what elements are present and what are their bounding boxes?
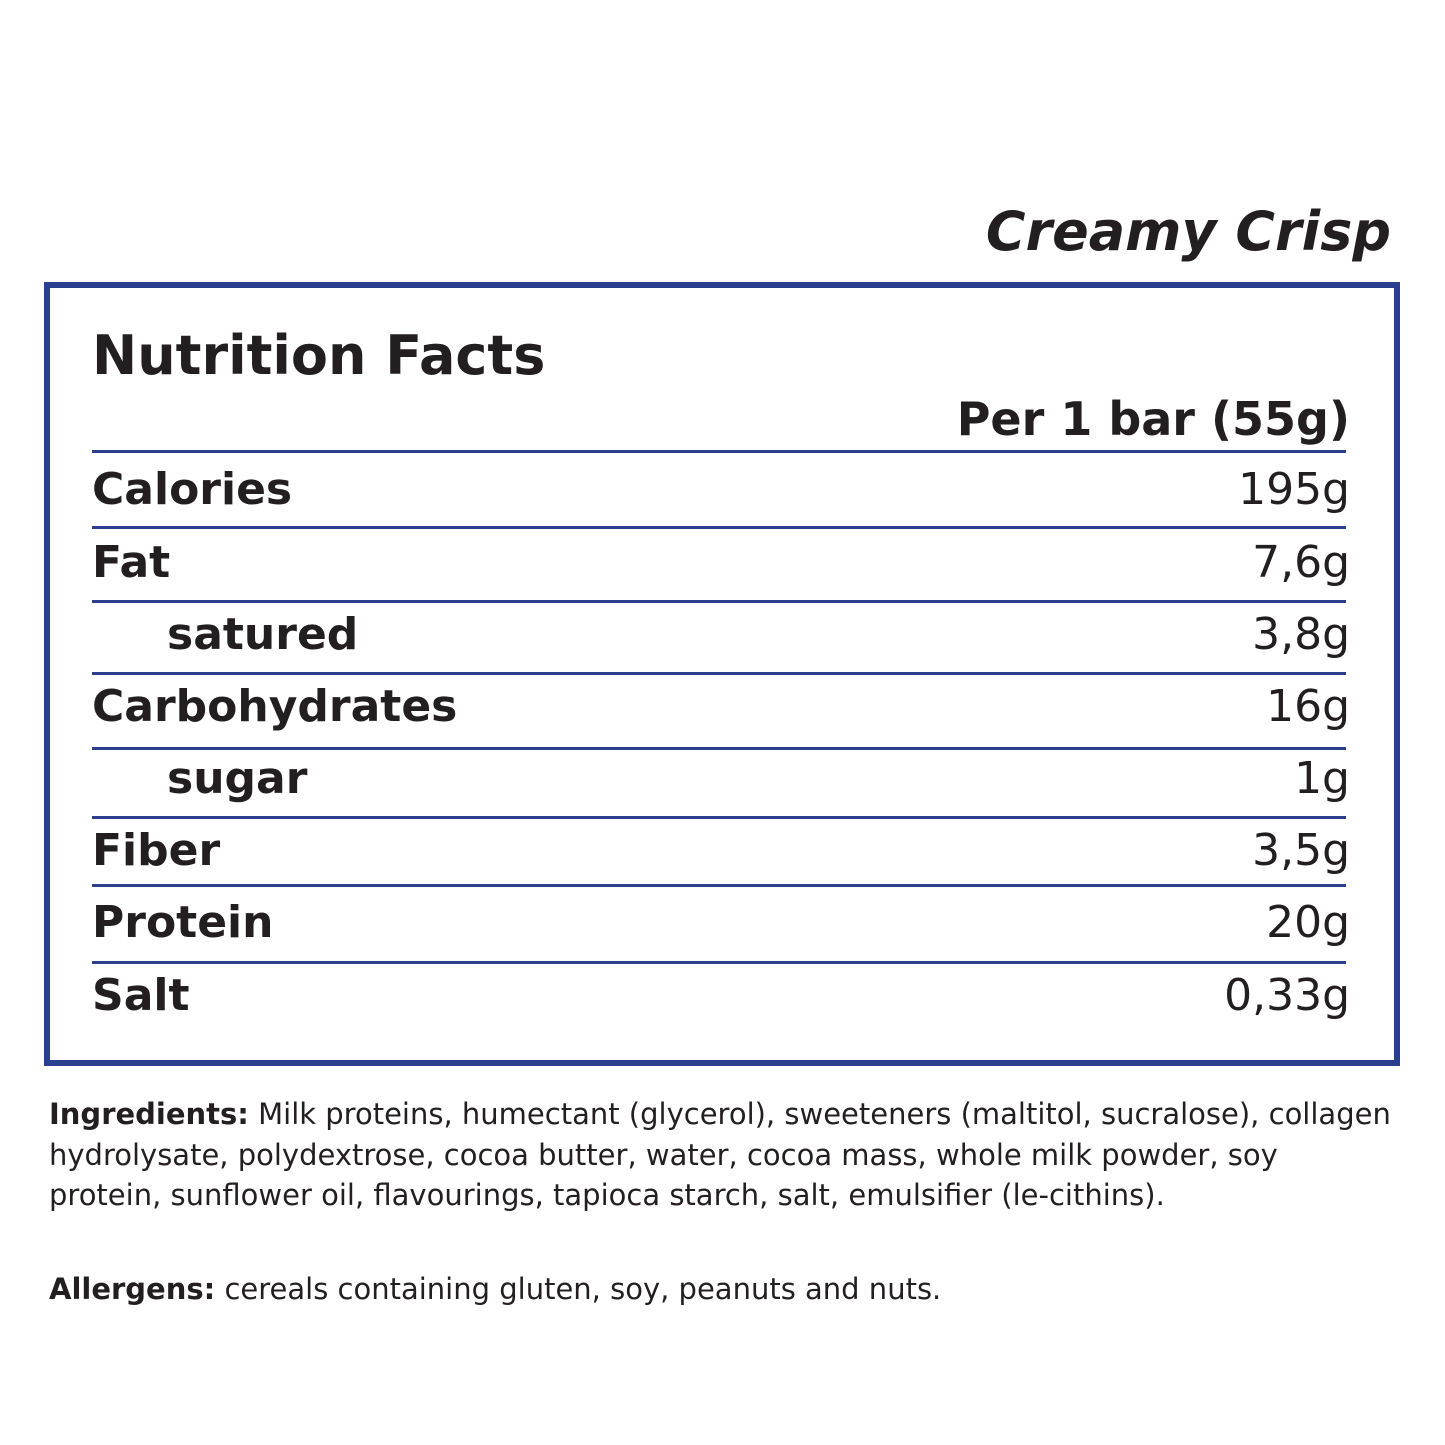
- divider: [92, 450, 1346, 453]
- nutrient-label: sugar: [167, 753, 308, 804]
- nutrient-row-saturated: satured 3,8g: [92, 609, 1350, 669]
- nutrient-value: 3,5g: [1252, 825, 1350, 876]
- ingredients-label: Ingredients:: [49, 1097, 249, 1131]
- nutrient-row-carbohydrates: Carbohydrates 16g: [92, 681, 1350, 741]
- divider: [92, 747, 1346, 750]
- serving-size: Per 1 bar (55g): [956, 392, 1350, 446]
- divider: [92, 672, 1346, 675]
- nutrient-row-protein: Protein 20g: [92, 897, 1350, 957]
- nutrient-row-fat: Fat 7,6g: [92, 537, 1350, 597]
- nutrient-label: Salt: [92, 970, 190, 1021]
- ingredients-list: Milk proteins, humectant (glycerol), swe…: [49, 1097, 1391, 1212]
- nutrient-value: 3,8g: [1252, 609, 1350, 660]
- nutrient-value: 20g: [1266, 897, 1350, 948]
- nutrient-label: Fat: [92, 537, 171, 588]
- nutrition-facts-panel: Nutrition Facts Per 1 bar (55g) Calories…: [44, 282, 1400, 1066]
- nutrient-label: Fiber: [92, 825, 221, 876]
- nutrient-row-calories: Calories 195g: [92, 464, 1350, 524]
- nutrient-row-fiber: Fiber 3,5g: [92, 825, 1350, 885]
- ingredients-text: Ingredients: Milk proteins, humectant (g…: [49, 1094, 1399, 1216]
- divider: [92, 600, 1346, 603]
- nutrient-label: Carbohydrates: [92, 681, 458, 732]
- nutrient-label: satured: [167, 609, 359, 660]
- nutrient-label: Protein: [92, 897, 274, 948]
- nutrient-value: 1g: [1294, 753, 1350, 804]
- nutrient-value: 195g: [1238, 464, 1350, 515]
- allergens-list: cereals containing gluten, soy, peanuts …: [224, 1272, 942, 1306]
- nutrient-row-salt: Salt 0,33g: [92, 970, 1350, 1030]
- divider: [92, 884, 1346, 887]
- divider: [92, 961, 1346, 964]
- nutrient-value: 16g: [1266, 681, 1350, 732]
- nutrient-label: Calories: [92, 464, 293, 515]
- allergens-label: Allergens:: [49, 1272, 216, 1306]
- panel-title: Nutrition Facts: [92, 324, 546, 387]
- nutrient-row-sugar: sugar 1g: [92, 753, 1350, 813]
- nutrient-value: 7,6g: [1252, 537, 1350, 588]
- allergens-text: Allergens: cereals containing gluten, so…: [49, 1272, 941, 1306]
- divider: [92, 526, 1346, 529]
- divider: [92, 816, 1346, 819]
- product-flavor: Creamy Crisp: [985, 200, 1391, 263]
- nutrient-value: 0,33g: [1224, 970, 1350, 1021]
